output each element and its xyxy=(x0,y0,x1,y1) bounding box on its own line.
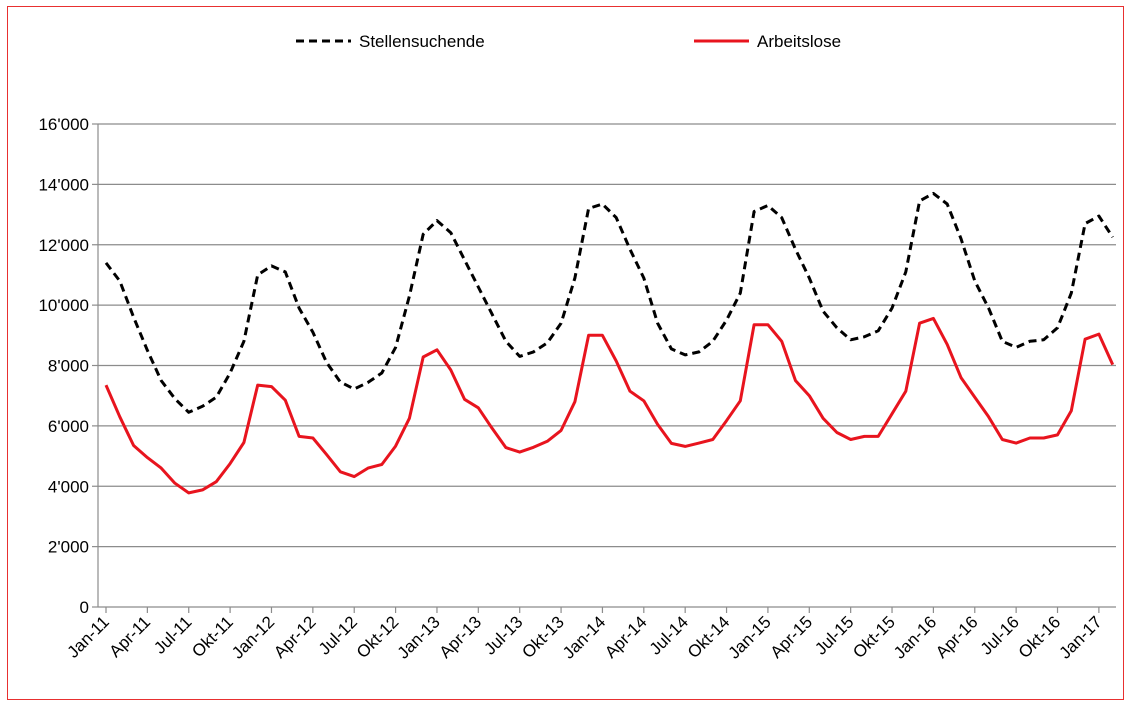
x-tick-label: Jan-17 xyxy=(1056,612,1106,662)
x-tick-label: Jul-15 xyxy=(811,612,857,658)
x-tick-label: Jan-15 xyxy=(725,612,775,662)
series-line-arbeitslose xyxy=(104,316,1115,495)
line-chart: 0 2'000 4'000 6'000 8'000 10'000 12'000 14'000 1… xyxy=(38,32,1116,663)
chart-frame: 0 2'000 4'000 6'000 8'000 10'000 12'000 14'000 1… xyxy=(7,6,1124,700)
x-tick-label: Jan-12 xyxy=(228,612,278,662)
gridlines xyxy=(98,123,1116,548)
legend-label-arbeitslose: Arbeitslose xyxy=(757,32,841,51)
series-lines xyxy=(104,191,1115,495)
x-tick-label: Apr-11 xyxy=(106,612,155,661)
x-tick-label: Apr-12 xyxy=(270,612,320,662)
x-tick-label: Okt-16 xyxy=(1015,612,1065,662)
x-axis: Jan-11Apr-11Jul-11Okt-11Jan-12Apr-12Jul-… xyxy=(64,606,1116,663)
x-tick-label: Jan-13 xyxy=(394,612,444,662)
x-tick-label: Jul-11 xyxy=(150,612,195,657)
x-tick-label: Jan-11 xyxy=(64,612,113,661)
x-tick-label: Jan-16 xyxy=(890,612,940,662)
x-tick-label: Okt-13 xyxy=(518,612,568,662)
x-tick-label: Apr-14 xyxy=(601,612,651,662)
x-tick-label: Apr-15 xyxy=(767,612,817,662)
x-tick-label: Okt-15 xyxy=(849,612,899,662)
y-tick-label: 6'000 xyxy=(48,417,89,436)
x-tick-label: Jul-12 xyxy=(315,612,361,658)
x-tick-label: Jul-13 xyxy=(480,612,526,658)
y-tick-label: 10'000 xyxy=(38,296,89,315)
y-tick-label: 14'000 xyxy=(38,175,89,194)
x-tick-label: Okt-12 xyxy=(353,612,403,662)
y-tick-label: 8'000 xyxy=(48,357,89,376)
legend: Stellensuchende Arbeitslose xyxy=(296,32,841,51)
y-tick-label: 16'000 xyxy=(38,115,89,134)
y-tick-label: 2'000 xyxy=(48,538,89,557)
series-line-stellensuchende xyxy=(104,191,1114,414)
x-tick-label: Okt-11 xyxy=(188,612,237,661)
x-tick-label: Okt-14 xyxy=(684,612,734,662)
x-tick-label: Jul-14 xyxy=(646,612,692,658)
x-tick-label: Jul-16 xyxy=(977,612,1023,658)
y-tick-label: 0 xyxy=(80,598,89,617)
x-tick-label: Apr-13 xyxy=(436,612,486,662)
legend-label-stellensuchende: Stellensuchende xyxy=(359,32,485,51)
y-tick-label: 12'000 xyxy=(38,236,89,255)
x-tick-label: Jan-14 xyxy=(559,612,609,662)
x-tick-label: Apr-16 xyxy=(932,612,982,662)
y-tick-label: 4'000 xyxy=(48,477,89,496)
y-axis: 0 2'000 4'000 6'000 8'000 10'000 12'000 14'000 1… xyxy=(38,115,99,617)
